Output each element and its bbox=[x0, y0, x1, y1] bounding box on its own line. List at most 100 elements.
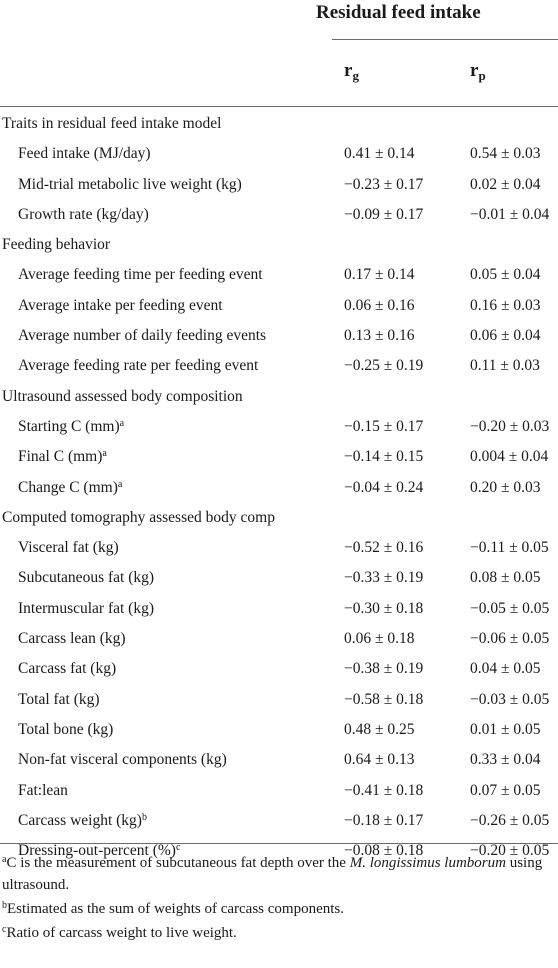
rp-value: 0.05 ± 0.04 bbox=[470, 266, 541, 284]
rg-value: −0.18 ± 0.17 bbox=[344, 811, 424, 829]
trait-label: Average feeding rate per feeding event bbox=[18, 357, 259, 375]
trait-label: Average feeding time per feeding event bbox=[18, 266, 263, 284]
rg-value: −0.23 ± 0.17 bbox=[344, 175, 424, 193]
trait-label: Subcutaneous fat (kg) bbox=[18, 569, 155, 587]
table-row: Average feeding rate per feeding event −0… bbox=[0, 351, 558, 381]
table-body: Traits in residual feed intake model Feed… bbox=[0, 109, 558, 866]
rg-value: 0.17 ± 0.14 bbox=[344, 266, 415, 284]
header-divider bbox=[332, 39, 558, 40]
table-row: Average intake per feeding event 0.06 ± 0… bbox=[0, 291, 558, 321]
rp-value: 0.01 ± 0.05 bbox=[470, 720, 541, 738]
section-label: Feeding behavior bbox=[2, 236, 111, 254]
rp-value: 0.04 ± 0.05 bbox=[470, 660, 541, 678]
trait-label: Dressing-out-percent (%)c bbox=[18, 842, 181, 860]
section-header-row: Feeding behavior bbox=[0, 230, 558, 260]
rp-value: −0.05 ± 0.05 bbox=[470, 599, 550, 617]
rp-value: 0.54 ± 0.03 bbox=[470, 145, 541, 163]
table-row: Carcass fat (kg) −0.38 ± 0.19 0.04 ± 0.05 bbox=[0, 654, 558, 684]
trait-label: Non-fat visceral components (kg) bbox=[18, 751, 227, 769]
trait-label: Total bone (kg) bbox=[18, 720, 114, 738]
section-header-row: Traits in residual feed intake model bbox=[0, 109, 558, 139]
table-row: Growth rate (kg/day) −0.09 ± 0.17 −0.01 ± … bbox=[0, 200, 558, 230]
rp-value: 0.33 ± 0.04 bbox=[470, 751, 541, 769]
rg-value: −0.04 ± 0.24 bbox=[344, 478, 424, 496]
rp-value: −0.20 ± 0.03 bbox=[470, 417, 550, 435]
trait-label: Carcass weight (kg)b bbox=[18, 811, 147, 829]
trait-label: Carcass lean (kg) bbox=[18, 630, 126, 648]
table-bottom-divider bbox=[0, 843, 558, 844]
section-label: Ultrasound assessed body composition bbox=[2, 387, 243, 405]
rg-value: −0.30 ± 0.18 bbox=[344, 599, 424, 617]
trait-label: Fat:lean bbox=[18, 781, 68, 799]
rp-value: 0.07 ± 0.05 bbox=[470, 781, 541, 799]
trait-label: Growth rate (kg/day) bbox=[18, 205, 149, 223]
section-header-row: Computed tomography assessed body comp bbox=[0, 503, 558, 533]
rp-value: 0.08 ± 0.05 bbox=[470, 569, 541, 587]
section-header-row: Ultrasound assessed body composition bbox=[0, 382, 558, 412]
trait-label: Change C (mm)a bbox=[18, 478, 123, 496]
rp-value: 0.20 ± 0.03 bbox=[470, 478, 541, 496]
footnote-c: cRatio of carcass weight to live weight. bbox=[2, 924, 237, 942]
footnote-marker: a bbox=[119, 417, 125, 429]
trait-label: Final C (mm)a bbox=[18, 448, 107, 466]
rg-value: 0.64 ± 0.13 bbox=[344, 751, 415, 769]
trait-label: Average intake per feeding event bbox=[18, 296, 223, 314]
footnote-b: bEstimated as the sum of weights of carc… bbox=[2, 900, 345, 918]
rg-value: 0.41 ± 0.14 bbox=[344, 145, 415, 163]
column-header-rp: rp bbox=[470, 60, 486, 83]
trait-label: Carcass fat (kg) bbox=[18, 660, 117, 678]
trait-label: Visceral fat (kg) bbox=[18, 539, 119, 557]
footnote-marker: a bbox=[102, 448, 107, 460]
table-row: Mid-trial metabolic live weight (kg) −0.2… bbox=[0, 170, 558, 200]
trait-label: Starting C (mm)a bbox=[18, 417, 125, 435]
column-group-title: Residual feed intake bbox=[316, 2, 481, 23]
rp-value: 0.02 ± 0.04 bbox=[470, 175, 541, 193]
table-row: Change C (mm)a −0.04 ± 0.24 0.20 ± 0.03 bbox=[0, 473, 558, 503]
rp-value: −0.11 ± 0.05 bbox=[470, 539, 549, 557]
table-row: Fat:lean −0.41 ± 0.18 0.07 ± 0.05 bbox=[0, 776, 558, 806]
table-row: Average number of daily feeding events 0.… bbox=[0, 321, 558, 351]
footnote-marker: a bbox=[117, 478, 123, 490]
rp-value: −0.20 ± 0.05 bbox=[470, 842, 550, 860]
table-row: Total fat (kg) −0.58 ± 0.18 −0.03 ± 0.05 bbox=[0, 685, 558, 715]
table-row: Intermuscular fat (kg) −0.30 ± 0.18 −0.05 … bbox=[0, 594, 558, 624]
trait-label: Intermuscular fat (kg) bbox=[18, 599, 154, 617]
table-row: Visceral fat (kg) −0.52 ± 0.16 −0.11 ± 0.0… bbox=[0, 533, 558, 563]
section-label: Traits in residual feed intake model bbox=[2, 115, 222, 132]
trait-label: Feed intake (MJ/day) bbox=[18, 145, 151, 163]
table-row: Total bone (kg) 0.48 ± 0.25 0.01 ± 0.05 bbox=[0, 715, 558, 745]
rg-value: −0.58 ± 0.18 bbox=[344, 690, 424, 708]
rg-value: −0.33 ± 0.19 bbox=[344, 569, 424, 587]
rp-value: −0.26 ± 0.05 bbox=[470, 811, 550, 829]
rg-value: 0.06 ± 0.18 bbox=[344, 630, 415, 648]
rp-value: 0.16 ± 0.03 bbox=[470, 296, 541, 314]
rp-value: −0.01 ± 0.04 bbox=[470, 205, 550, 223]
table-row: Final C (mm)a −0.14 ± 0.15 0.004 ± 0.04 bbox=[0, 442, 558, 472]
section-label: Computed tomography assessed body comp bbox=[2, 508, 275, 526]
rg-value: −0.38 ± 0.19 bbox=[344, 660, 424, 678]
trait-label: Total fat (kg) bbox=[18, 690, 100, 708]
table-row: Subcutaneous fat (kg) −0.33 ± 0.19 0.08 ± … bbox=[0, 563, 558, 593]
trait-label: Average number of daily feeding events bbox=[18, 327, 267, 345]
rg-value: −0.09 ± 0.17 bbox=[344, 205, 424, 223]
footnote-marker: c bbox=[175, 842, 181, 854]
rp-value: 0.004 ± 0.04 bbox=[470, 448, 549, 466]
table-row: Carcass weight (kg)b −0.18 ± 0.17 −0.26 ± … bbox=[0, 806, 558, 836]
table-row: Carcass lean (kg) 0.06 ± 0.18 −0.06 ± 0.05 bbox=[0, 624, 558, 654]
rp-value: 0.06 ± 0.04 bbox=[470, 327, 541, 345]
rp-value: −0.03 ± 0.05 bbox=[470, 690, 550, 708]
table-row: Non-fat visceral components (kg) 0.64 ± 0… bbox=[0, 745, 558, 775]
table-row: Feed intake (MJ/day) 0.41 ± 0.14 0.54 ± 0.… bbox=[0, 139, 558, 169]
table-row: Starting C (mm)a −0.15 ± 0.17 −0.20 ± 0.03 bbox=[0, 412, 558, 442]
footnote-marker: b bbox=[141, 811, 147, 823]
rg-value: −0.08 ± 0.18 bbox=[344, 842, 424, 860]
rg-value: 0.13 ± 0.16 bbox=[344, 327, 415, 345]
rg-value: −0.14 ± 0.15 bbox=[344, 448, 424, 466]
rg-value: −0.52 ± 0.16 bbox=[344, 539, 424, 557]
rp-value: 0.11 ± 0.03 bbox=[470, 357, 540, 375]
trait-label: Mid-trial metabolic live weight (kg) bbox=[18, 175, 242, 193]
rg-value: 0.48 ± 0.25 bbox=[344, 720, 415, 738]
header-bottom-divider bbox=[0, 106, 558, 107]
table-row: Dressing-out-percent (%)c −0.08 ± 0.18 −0.… bbox=[0, 836, 558, 866]
column-header-rg: rg bbox=[344, 60, 359, 83]
